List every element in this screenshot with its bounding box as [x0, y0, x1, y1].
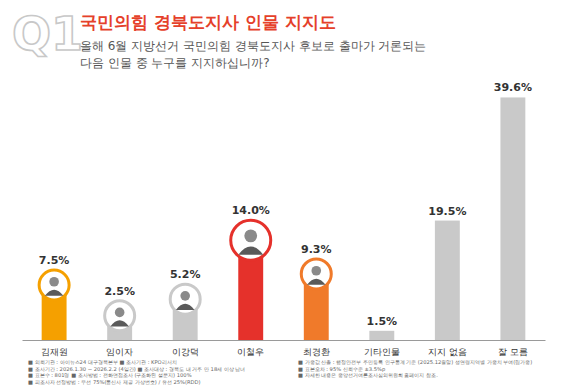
bar	[500, 97, 525, 340]
portrait-head	[115, 308, 125, 318]
portrait	[301, 259, 331, 289]
portrait-body	[307, 279, 326, 285]
category-label: 김재원	[41, 347, 68, 357]
data-label: 39.6%	[494, 81, 532, 94]
portrait	[105, 301, 135, 331]
data-label: 9.3%	[301, 243, 332, 256]
plot-area	[42, 97, 526, 340]
category-label: 기타인물	[364, 347, 400, 357]
bar	[435, 221, 460, 340]
portrait-head	[49, 277, 59, 287]
data-label: 7.5%	[39, 254, 70, 267]
portrait-body	[238, 246, 263, 254]
x-axis: 김재원 임이자 이강덕 이철우 최경환 기타인물 지지 없음 잘 모름	[23, 341, 546, 358]
portrait	[231, 220, 271, 260]
portrait-ring	[39, 270, 69, 300]
footnote: ■ 의뢰기관 : 아이뉴스24 대구경북본부 ■ 조사기관 : KPO리서치	[28, 359, 177, 365]
portrait-ring	[301, 259, 331, 289]
subtitle: 올해 6월 지방선거 국민의힘 경북도지사 후보로 출마가 거론되는	[80, 39, 426, 53]
category-label: 지지 없음	[428, 347, 467, 357]
tick: 이철우	[237, 347, 264, 357]
title: 국민의힘 경북도지사 인물 지지도	[80, 12, 336, 32]
category-label: 임이자	[106, 347, 133, 357]
portrait-body	[176, 304, 195, 310]
category-label: 최경환	[303, 347, 330, 357]
bar	[238, 254, 263, 340]
axis-line	[23, 340, 546, 341]
portrait	[39, 270, 69, 300]
tick: 잘 모름	[498, 347, 528, 357]
footnote: ■ 가중값 산출 : 행정안전부 주민등록 인구통계 기준 (2025.12월말…	[298, 359, 532, 365]
portrait-head	[244, 229, 257, 242]
footnote: ■ 피조사자 선정방법 : 무선 75%(통신사 제공 가상번호) / 유선 2…	[28, 379, 201, 385]
portrait-head	[180, 291, 190, 301]
portrait-ring	[105, 301, 135, 331]
data-label: 5.2%	[170, 268, 201, 281]
portrait-body	[110, 320, 129, 326]
footnote: ■ 자세한 내용은 중앙선거여론조사심의위원회 홈페이지 참조.	[298, 372, 438, 378]
data-label: 14.0%	[232, 204, 270, 217]
portrait-head	[311, 266, 321, 276]
data-label: 19.5%	[428, 205, 466, 218]
tick: 임이자	[106, 347, 133, 357]
tick: 지지 없음	[428, 347, 467, 357]
tick: 기타인물	[364, 347, 400, 357]
data-label: 2.5%	[104, 285, 135, 298]
labels: 7.5% 2.5% 5.2% 14.0% 9.3% 1.5% 19.5% 39.6%	[39, 81, 532, 330]
footnote: ■ 조사기간 : 2026.1.30 ~ 2026.2.2 (4일간) ■ 조사…	[28, 366, 245, 372]
category-label: 잘 모름	[498, 347, 528, 357]
bar	[369, 331, 394, 340]
tick: 최경환	[303, 347, 330, 357]
portrait-body	[45, 290, 64, 296]
tick: 김재원	[41, 347, 68, 357]
portrait-ring	[231, 220, 271, 260]
bar	[304, 283, 329, 340]
data-label: 1.5%	[367, 315, 398, 328]
chart: Q1국민의힘 경북도지사 인물 지지도올해 6월 지방선거 국민의힘 경북도지사…	[0, 0, 580, 387]
portrait	[170, 284, 200, 314]
footnote: ■ 표본수 : 801명 ■ 조사방법 : 전화면접조사 (구조화된 설문지) …	[28, 372, 192, 378]
category-label: 이철우	[237, 347, 264, 357]
tick: 이강덕	[172, 347, 199, 357]
subtitle: 다음 인물 중 누구를 지지하십니까?	[80, 56, 270, 70]
category-label: 이강덕	[172, 347, 199, 357]
portrait-ring	[170, 284, 200, 314]
question-number: Q1	[12, 7, 83, 61]
